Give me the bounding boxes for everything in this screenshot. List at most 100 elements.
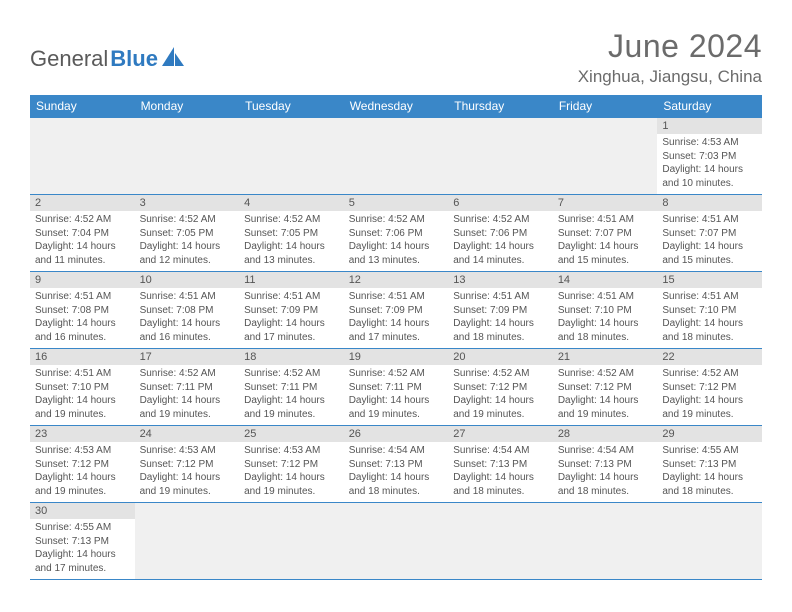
calendar-cell: [239, 118, 344, 195]
calendar-body: 1Sunrise: 4:53 AMSunset: 7:03 PMDaylight…: [30, 118, 762, 580]
calendar-week-row: 30Sunrise: 4:55 AMSunset: 7:13 PMDayligh…: [30, 503, 762, 580]
calendar-cell: 1Sunrise: 4:53 AMSunset: 7:03 PMDaylight…: [657, 118, 762, 195]
day-number: 16: [30, 349, 135, 365]
calendar-cell: 6Sunrise: 4:52 AMSunset: 7:06 PMDaylight…: [448, 195, 553, 272]
day-number: 25: [239, 426, 344, 442]
weekday-header: Sunday: [30, 95, 135, 118]
day-info: Sunrise: 4:51 AMSunset: 7:08 PMDaylight:…: [30, 288, 135, 348]
weekday-header: Wednesday: [344, 95, 449, 118]
sail-icon: [162, 47, 188, 67]
calendar-cell: [135, 118, 240, 195]
calendar-week-row: 23Sunrise: 4:53 AMSunset: 7:12 PMDayligh…: [30, 426, 762, 503]
day-number: 19: [344, 349, 449, 365]
day-info: Sunrise: 4:53 AMSunset: 7:12 PMDaylight:…: [239, 442, 344, 502]
day-number: 18: [239, 349, 344, 365]
day-info: Sunrise: 4:52 AMSunset: 7:04 PMDaylight:…: [30, 211, 135, 271]
day-number: 28: [553, 426, 658, 442]
day-number: 3: [135, 195, 240, 211]
calendar-cell: 3Sunrise: 4:52 AMSunset: 7:05 PMDaylight…: [135, 195, 240, 272]
day-number: 24: [135, 426, 240, 442]
day-number: 27: [448, 426, 553, 442]
brand-part2: Blue: [110, 46, 158, 72]
weekday-header: Friday: [553, 95, 658, 118]
calendar-cell: [448, 118, 553, 195]
day-info: Sunrise: 4:51 AMSunset: 7:10 PMDaylight:…: [30, 365, 135, 425]
day-info: Sunrise: 4:51 AMSunset: 7:10 PMDaylight:…: [657, 288, 762, 348]
calendar-cell: [30, 118, 135, 195]
day-info: Sunrise: 4:53 AMSunset: 7:12 PMDaylight:…: [135, 442, 240, 502]
day-number: 11: [239, 272, 344, 288]
day-number: 14: [553, 272, 658, 288]
day-number: 10: [135, 272, 240, 288]
calendar-cell: [344, 118, 449, 195]
location: Xinghua, Jiangsu, China: [578, 67, 762, 87]
day-number: 15: [657, 272, 762, 288]
calendar-cell: [553, 503, 658, 580]
calendar-cell: 4Sunrise: 4:52 AMSunset: 7:05 PMDaylight…: [239, 195, 344, 272]
calendar-cell: [344, 503, 449, 580]
calendar-cell: 20Sunrise: 4:52 AMSunset: 7:12 PMDayligh…: [448, 349, 553, 426]
calendar-week-row: 2Sunrise: 4:52 AMSunset: 7:04 PMDaylight…: [30, 195, 762, 272]
brand-logo: GeneralBlue: [30, 46, 188, 72]
day-number: 21: [553, 349, 658, 365]
weekday-header: Monday: [135, 95, 240, 118]
calendar-cell: 11Sunrise: 4:51 AMSunset: 7:09 PMDayligh…: [239, 272, 344, 349]
day-number: 12: [344, 272, 449, 288]
calendar-cell: 23Sunrise: 4:53 AMSunset: 7:12 PMDayligh…: [30, 426, 135, 503]
calendar-cell: [657, 503, 762, 580]
calendar-cell: 28Sunrise: 4:54 AMSunset: 7:13 PMDayligh…: [553, 426, 658, 503]
day-info: Sunrise: 4:51 AMSunset: 7:09 PMDaylight:…: [344, 288, 449, 348]
day-info: Sunrise: 4:52 AMSunset: 7:12 PMDaylight:…: [657, 365, 762, 425]
calendar-cell: [448, 503, 553, 580]
day-number: 8: [657, 195, 762, 211]
header: GeneralBlue June 2024 Xinghua, Jiangsu, …: [30, 28, 762, 87]
day-number: 9: [30, 272, 135, 288]
day-info: Sunrise: 4:55 AMSunset: 7:13 PMDaylight:…: [657, 442, 762, 502]
day-info: Sunrise: 4:52 AMSunset: 7:11 PMDaylight:…: [344, 365, 449, 425]
day-number: 26: [344, 426, 449, 442]
day-number: 1: [657, 118, 762, 134]
day-info: Sunrise: 4:53 AMSunset: 7:03 PMDaylight:…: [657, 134, 762, 194]
day-info: Sunrise: 4:52 AMSunset: 7:06 PMDaylight:…: [344, 211, 449, 271]
weekday-header-row: Sunday Monday Tuesday Wednesday Thursday…: [30, 95, 762, 118]
calendar-cell: 30Sunrise: 4:55 AMSunset: 7:13 PMDayligh…: [30, 503, 135, 580]
weekday-header: Tuesday: [239, 95, 344, 118]
calendar-cell: 12Sunrise: 4:51 AMSunset: 7:09 PMDayligh…: [344, 272, 449, 349]
day-number: 13: [448, 272, 553, 288]
title-block: June 2024 Xinghua, Jiangsu, China: [578, 28, 762, 87]
calendar-cell: 15Sunrise: 4:51 AMSunset: 7:10 PMDayligh…: [657, 272, 762, 349]
day-number: 17: [135, 349, 240, 365]
calendar-week-row: 16Sunrise: 4:51 AMSunset: 7:10 PMDayligh…: [30, 349, 762, 426]
calendar-cell: 7Sunrise: 4:51 AMSunset: 7:07 PMDaylight…: [553, 195, 658, 272]
calendar-cell: 8Sunrise: 4:51 AMSunset: 7:07 PMDaylight…: [657, 195, 762, 272]
day-number: 30: [30, 503, 135, 519]
day-number: 23: [30, 426, 135, 442]
day-info: Sunrise: 4:51 AMSunset: 7:07 PMDaylight:…: [553, 211, 658, 271]
calendar-cell: [239, 503, 344, 580]
day-info: Sunrise: 4:55 AMSunset: 7:13 PMDaylight:…: [30, 519, 135, 579]
day-info: Sunrise: 4:52 AMSunset: 7:06 PMDaylight:…: [448, 211, 553, 271]
day-info: Sunrise: 4:52 AMSunset: 7:05 PMDaylight:…: [239, 211, 344, 271]
calendar-cell: 26Sunrise: 4:54 AMSunset: 7:13 PMDayligh…: [344, 426, 449, 503]
calendar-cell: 17Sunrise: 4:52 AMSunset: 7:11 PMDayligh…: [135, 349, 240, 426]
calendar-cell: 22Sunrise: 4:52 AMSunset: 7:12 PMDayligh…: [657, 349, 762, 426]
calendar-cell: 25Sunrise: 4:53 AMSunset: 7:12 PMDayligh…: [239, 426, 344, 503]
calendar-cell: 13Sunrise: 4:51 AMSunset: 7:09 PMDayligh…: [448, 272, 553, 349]
day-number: 20: [448, 349, 553, 365]
calendar-week-row: 1Sunrise: 4:53 AMSunset: 7:03 PMDaylight…: [30, 118, 762, 195]
calendar-cell: 10Sunrise: 4:51 AMSunset: 7:08 PMDayligh…: [135, 272, 240, 349]
day-info: Sunrise: 4:51 AMSunset: 7:09 PMDaylight:…: [239, 288, 344, 348]
day-info: Sunrise: 4:52 AMSunset: 7:05 PMDaylight:…: [135, 211, 240, 271]
month-title: June 2024: [578, 28, 762, 65]
weekday-header: Saturday: [657, 95, 762, 118]
calendar-cell: 27Sunrise: 4:54 AMSunset: 7:13 PMDayligh…: [448, 426, 553, 503]
day-number: 29: [657, 426, 762, 442]
day-info: Sunrise: 4:51 AMSunset: 7:08 PMDaylight:…: [135, 288, 240, 348]
brand-part1: General: [30, 46, 108, 72]
day-info: Sunrise: 4:54 AMSunset: 7:13 PMDaylight:…: [448, 442, 553, 502]
weekday-header: Thursday: [448, 95, 553, 118]
day-info: Sunrise: 4:54 AMSunset: 7:13 PMDaylight:…: [344, 442, 449, 502]
day-number: 7: [553, 195, 658, 211]
calendar-cell: 19Sunrise: 4:52 AMSunset: 7:11 PMDayligh…: [344, 349, 449, 426]
day-number: 5: [344, 195, 449, 211]
